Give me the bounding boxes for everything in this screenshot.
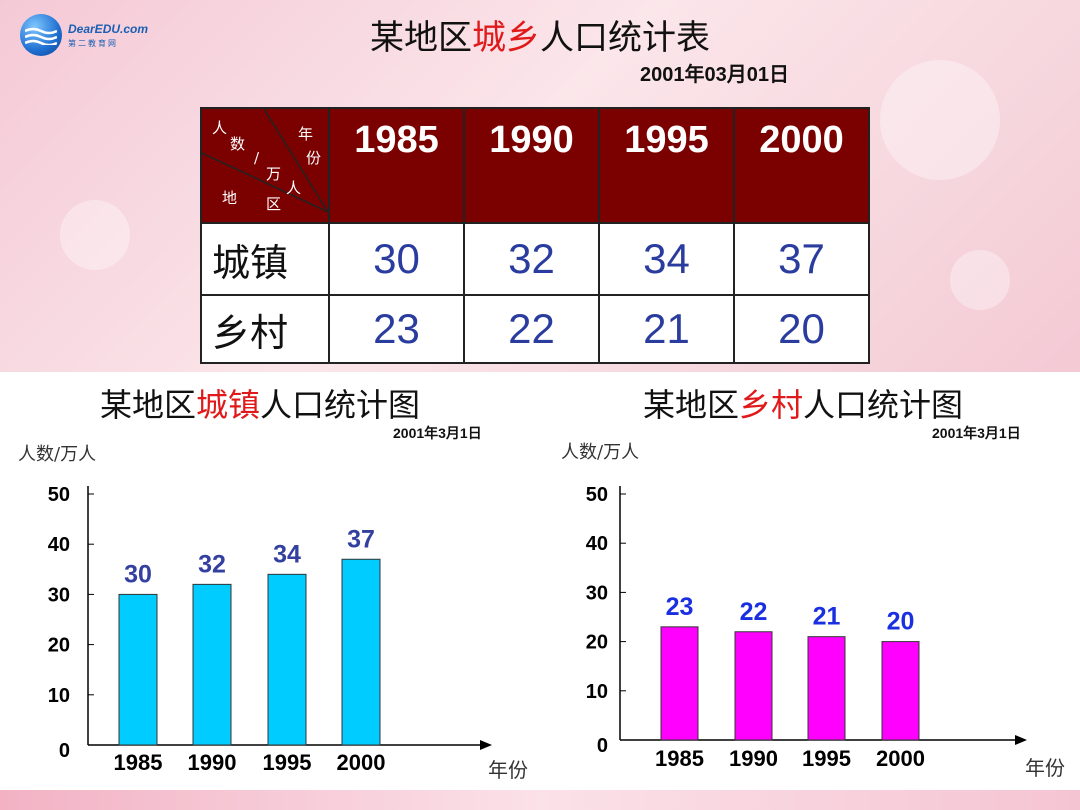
- table-cell: 34: [598, 222, 735, 296]
- bar-1990: [192, 583, 232, 746]
- urban-y-axis-label: 人数/万人: [18, 444, 97, 465]
- x-tick-label: 1990: [729, 746, 778, 771]
- logo: DearEDU.com 第二教育网: [20, 14, 170, 56]
- y-tick-label: 40: [586, 533, 608, 555]
- rural-chart-date: 2001年3月1日: [932, 425, 1021, 441]
- bokeh-decoration: [880, 60, 1000, 180]
- rural-y-axis-label: 人数/万人: [561, 442, 640, 463]
- rural-chart-panel: 某地区乡村人口统计图 2001年3月1日 人数/万人 年份 0 10 20 30 40 5…: [545, 372, 1080, 790]
- table-row-rural: 乡村 23 22 21 20: [200, 294, 870, 364]
- y-tick-label: 50: [586, 484, 608, 506]
- data-label: 34: [273, 540, 301, 568]
- bokeh-decoration: [950, 250, 1010, 310]
- x-tick-label: 1995: [802, 746, 851, 771]
- y-tick-label: 50: [48, 484, 70, 506]
- bottom-decoration: [0, 790, 1080, 810]
- bar-2000: [881, 641, 920, 741]
- table-corner-cell: 人 数 / 万 人 年 份 地 区: [200, 107, 330, 224]
- bar-1990: [734, 631, 773, 741]
- x-tick-label: 2000: [876, 746, 925, 771]
- logo-brand: DearEDU.com: [68, 22, 149, 36]
- data-label: 22: [740, 598, 768, 626]
- data-label: 30: [124, 560, 152, 588]
- y-tick-label: 20: [48, 635, 70, 657]
- table-header-row: 人 数 / 万 人 年 份 地 区 1985 1990 1995 2000: [200, 107, 870, 224]
- table-cell: 23: [328, 294, 465, 364]
- urban-chart-panel: 某地区城镇人口统计图 2001年3月1日 人数/万人 年份 0 10 20 30 40 5…: [0, 372, 545, 790]
- x-tick-label: 1995: [263, 750, 312, 775]
- bokeh-decoration: [60, 200, 130, 270]
- bar-1995: [267, 573, 307, 746]
- y-tick-label: 40: [48, 534, 70, 556]
- page-title: 某地区城乡人口统计表: [370, 18, 710, 58]
- year-header-1990: 1990: [463, 107, 600, 224]
- rural-chart-title: 某地区乡村人口统计图: [643, 386, 964, 424]
- row-label-rural: 乡村: [200, 294, 330, 364]
- y-tick-label: 30: [48, 584, 70, 606]
- table-cell: 22: [463, 294, 600, 364]
- table-cell: 21: [598, 294, 735, 364]
- table-cell: 37: [733, 222, 870, 296]
- y-tick-label: 20: [586, 632, 608, 654]
- data-label: 20: [887, 608, 915, 636]
- x-axis-arrow-icon: [480, 740, 492, 750]
- row-label-urban: 城镇: [200, 222, 330, 296]
- bar-1985: [660, 626, 699, 741]
- table-cell: 32: [463, 222, 600, 296]
- y-tick-label: 0: [59, 740, 70, 762]
- x-tick-label: 1985: [655, 746, 704, 771]
- x-tick-label: 1990: [188, 750, 237, 775]
- logo-waves-icon: [25, 27, 57, 45]
- urban-x-axis-unit: 年份: [488, 758, 528, 782]
- population-table: 人 数 / 万 人 年 份 地 区 1985 1990 1995 2000 城镇…: [200, 107, 870, 364]
- logo-subtitle: 第二教育网: [68, 39, 118, 48]
- table-cell: 30: [328, 222, 465, 296]
- data-label: 32: [198, 550, 226, 578]
- x-axis-arrow-icon: [1015, 735, 1027, 745]
- data-label: 37: [347, 525, 375, 553]
- bar-1995: [807, 636, 846, 741]
- y-tick-label: 30: [586, 582, 608, 604]
- year-header-1995: 1995: [598, 107, 735, 224]
- x-tick-label: 2000: [337, 750, 386, 775]
- table-cell: 20: [733, 294, 870, 364]
- urban-chart-date: 2001年3月1日: [393, 425, 482, 441]
- table-row-urban: 城镇 30 32 34 37: [200, 222, 870, 296]
- y-tick-label: 0: [597, 735, 608, 757]
- urban-chart-title: 某地区城镇人口统计图: [100, 386, 421, 424]
- bar-2000: [341, 558, 381, 746]
- x-tick-label: 1985: [114, 750, 163, 775]
- rural-x-axis-unit: 年份: [1025, 756, 1065, 780]
- y-tick-label: 10: [48, 685, 70, 707]
- year-header-2000: 2000: [733, 107, 870, 224]
- bar-1985: [118, 593, 158, 746]
- rural-bar-chart: 0 10 20 30 40 50 23 1985 22 1990 21 1995 20 2000: [586, 484, 1027, 771]
- corner-diagonal-lines: [202, 109, 328, 212]
- data-label: 21: [813, 603, 841, 631]
- year-header-1985: 1985: [328, 107, 465, 224]
- y-tick-label: 10: [586, 681, 608, 703]
- urban-bar-chart: 0 10 20 30 40 50 30 1985 32 1990 34 1995 37 2000: [48, 484, 492, 775]
- table-date: 2001年03月01日: [640, 64, 789, 86]
- data-label: 23: [666, 593, 694, 621]
